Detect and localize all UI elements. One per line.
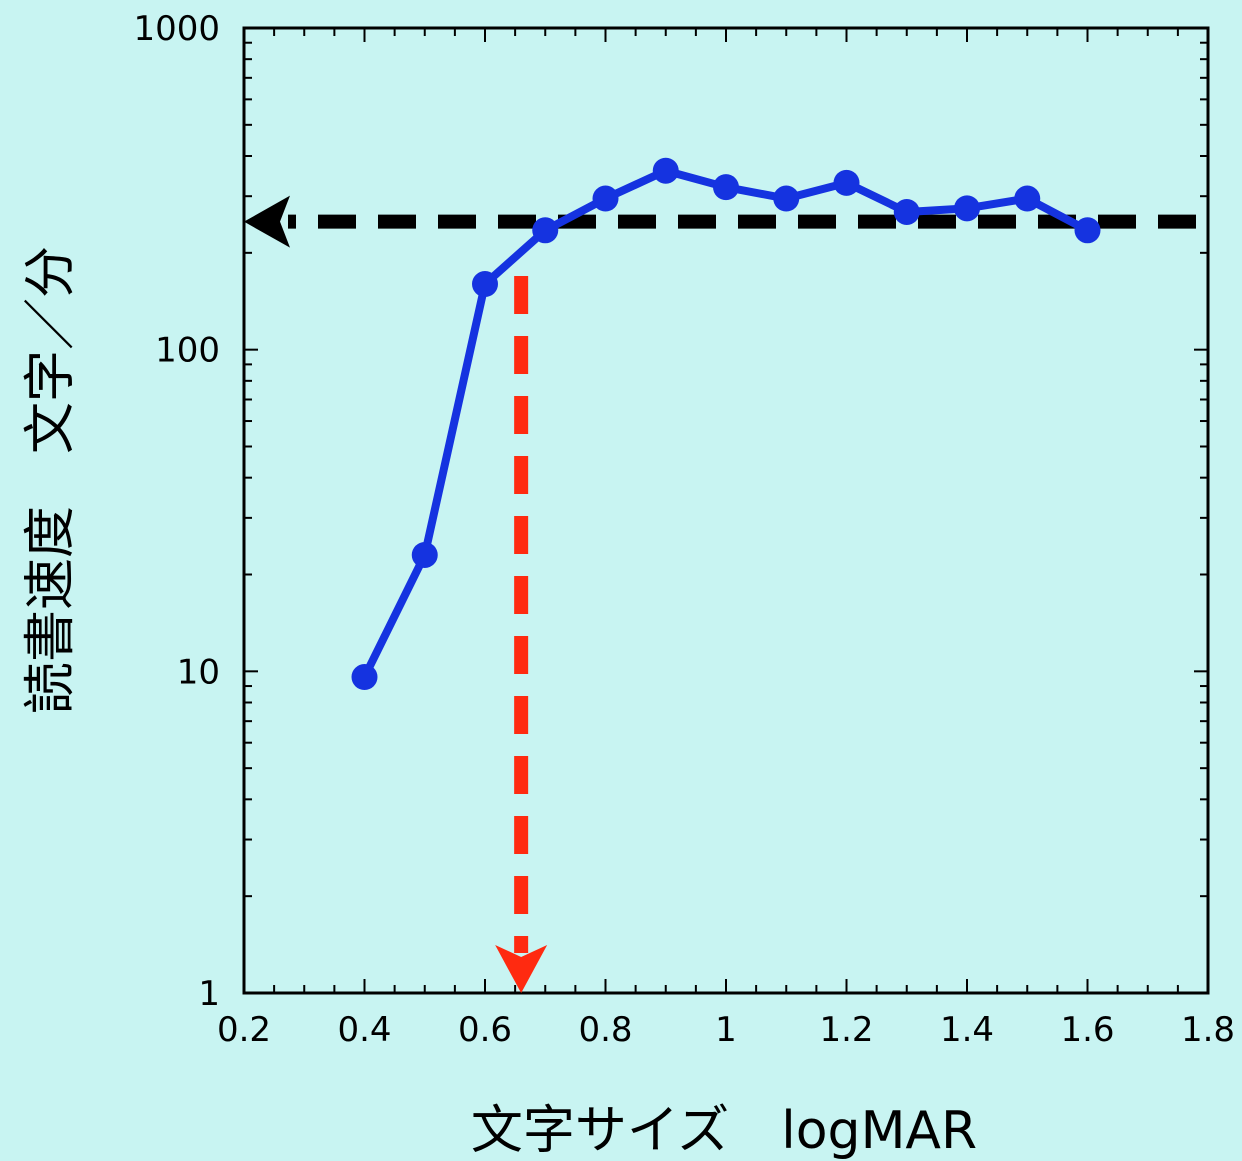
data-point [472,271,498,298]
data-point [833,169,860,196]
x-tick-label: 0.8 [578,1010,632,1050]
reference-arrowhead [244,195,290,248]
y-tick-label: 100 [155,331,220,371]
chart-series [351,157,1101,691]
data-point [954,195,980,222]
y-axis-title: 読書速度 文字／分 [21,246,81,714]
x-tick-label: 1.2 [819,1010,873,1050]
x-tick-label: 0.6 [458,1010,512,1050]
x-tick-label: 1.8 [1181,1010,1235,1050]
y-tick-label: 10 [177,652,220,692]
axis-ticks [243,28,1209,994]
data-point [592,185,619,212]
x-tick-label: 0.2 [217,1010,271,1050]
data-point [893,198,920,225]
y-tick-label: 1 [198,974,220,1014]
y-tick-label: 1000 [133,9,220,49]
data-point [532,217,559,244]
plot-area-frame [242,26,1210,995]
x-tick-label: 1.6 [1060,1010,1114,1050]
data-point [1074,217,1101,244]
data-point [1014,185,1041,212]
critical-print-size-arrowhead [495,945,548,993]
x-axis-title: 文字サイズ logMAR [471,1101,977,1161]
chart-annotations [244,195,1196,993]
data-point [351,664,378,691]
x-tick-label: 1 [715,1010,737,1050]
data-point [411,541,438,568]
data-point [713,174,739,201]
x-tick-label: 0.4 [337,1010,391,1050]
series-line [360,166,1090,679]
x-tick-label: 1.4 [940,1010,994,1050]
data-point [652,157,679,184]
data-point [773,185,800,212]
axis-tick-labels: 0.2 0.4 0.6 0.8 1 1.2 1.4 1.6 1.8 1 10 100 1000 [133,9,1235,1050]
